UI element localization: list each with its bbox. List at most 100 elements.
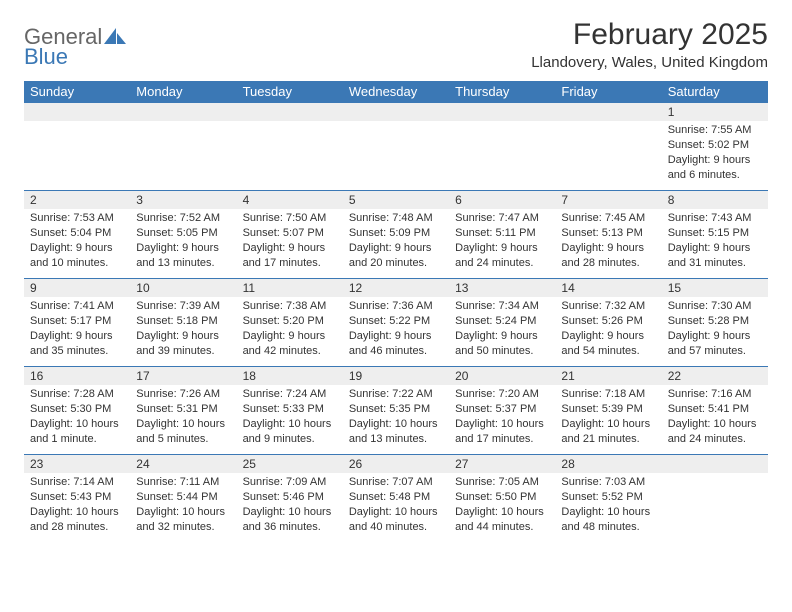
day-line: Sunset: 5:13 PM <box>561 226 655 241</box>
day-line: Sunrise: 7:36 AM <box>349 299 443 314</box>
calendar-day-cell <box>555 103 661 191</box>
calendar-day-cell: 9Sunrise: 7:41 AMSunset: 5:17 PMDaylight… <box>24 279 130 367</box>
day-line: Sunset: 5:24 PM <box>455 314 549 329</box>
day-line: Sunset: 5:26 PM <box>561 314 655 329</box>
day-line: Sunrise: 7:34 AM <box>455 299 549 314</box>
day-number: 15 <box>662 279 768 297</box>
calendar-week-row: 16Sunrise: 7:28 AMSunset: 5:30 PMDayligh… <box>24 367 768 455</box>
calendar-day-cell <box>130 103 236 191</box>
calendar-day-cell: 22Sunrise: 7:16 AMSunset: 5:41 PMDayligh… <box>662 367 768 455</box>
header: General Blue February 2025 Llandovery, W… <box>24 18 768 71</box>
day-number: 21 <box>555 367 661 385</box>
weekday-header: Thursday <box>449 81 555 103</box>
day-line: Daylight: 10 hours and 24 minutes. <box>668 417 762 447</box>
day-line: Sunrise: 7:09 AM <box>243 475 337 490</box>
day-line: Sunset: 5:28 PM <box>668 314 762 329</box>
day-number <box>662 455 768 473</box>
day-line: Sunrise: 7:45 AM <box>561 211 655 226</box>
day-line: Sunset: 5:37 PM <box>455 402 549 417</box>
calendar-day-cell: 11Sunrise: 7:38 AMSunset: 5:20 PMDayligh… <box>237 279 343 367</box>
calendar-day-cell <box>449 103 555 191</box>
weekday-header: Monday <box>130 81 236 103</box>
day-line: Sunrise: 7:38 AM <box>243 299 337 314</box>
day-number: 28 <box>555 455 661 473</box>
day-line: Sunrise: 7:47 AM <box>455 211 549 226</box>
location: Llandovery, Wales, United Kingdom <box>531 54 768 71</box>
day-line: Sunrise: 7:48 AM <box>349 211 443 226</box>
day-body: Sunrise: 7:38 AMSunset: 5:20 PMDaylight:… <box>237 297 343 362</box>
day-line: Sunset: 5:02 PM <box>668 138 762 153</box>
weekday-header: Saturday <box>662 81 768 103</box>
calendar-day-cell: 14Sunrise: 7:32 AMSunset: 5:26 PMDayligh… <box>555 279 661 367</box>
day-line: Daylight: 9 hours and 39 minutes. <box>136 329 230 359</box>
day-body: Sunrise: 7:18 AMSunset: 5:39 PMDaylight:… <box>555 385 661 450</box>
calendar-day-cell: 16Sunrise: 7:28 AMSunset: 5:30 PMDayligh… <box>24 367 130 455</box>
day-body <box>555 121 661 127</box>
day-number: 18 <box>237 367 343 385</box>
day-number: 26 <box>343 455 449 473</box>
day-line: Daylight: 9 hours and 24 minutes. <box>455 241 549 271</box>
day-number: 12 <box>343 279 449 297</box>
day-body: Sunrise: 7:22 AMSunset: 5:35 PMDaylight:… <box>343 385 449 450</box>
day-body: Sunrise: 7:55 AMSunset: 5:02 PMDaylight:… <box>662 121 768 186</box>
day-number <box>555 103 661 121</box>
day-body: Sunrise: 7:32 AMSunset: 5:26 PMDaylight:… <box>555 297 661 362</box>
day-line: Sunset: 5:22 PM <box>349 314 443 329</box>
day-line: Sunset: 5:31 PM <box>136 402 230 417</box>
day-line: Sunrise: 7:53 AM <box>30 211 124 226</box>
day-body: Sunrise: 7:20 AMSunset: 5:37 PMDaylight:… <box>449 385 555 450</box>
day-number: 27 <box>449 455 555 473</box>
day-line: Sunset: 5:04 PM <box>30 226 124 241</box>
day-number: 7 <box>555 191 661 209</box>
day-line: Sunrise: 7:07 AM <box>349 475 443 490</box>
day-line: Sunrise: 7:14 AM <box>30 475 124 490</box>
day-body: Sunrise: 7:39 AMSunset: 5:18 PMDaylight:… <box>130 297 236 362</box>
day-number: 19 <box>343 367 449 385</box>
calendar-day-cell: 6Sunrise: 7:47 AMSunset: 5:11 PMDaylight… <box>449 191 555 279</box>
day-number: 2 <box>24 191 130 209</box>
day-body: Sunrise: 7:41 AMSunset: 5:17 PMDaylight:… <box>24 297 130 362</box>
day-line: Sunrise: 7:11 AM <box>136 475 230 490</box>
day-line: Sunrise: 7:18 AM <box>561 387 655 402</box>
day-body: Sunrise: 7:26 AMSunset: 5:31 PMDaylight:… <box>130 385 236 450</box>
day-line: Daylight: 9 hours and 17 minutes. <box>243 241 337 271</box>
day-line: Sunset: 5:48 PM <box>349 490 443 505</box>
calendar-day-cell: 18Sunrise: 7:24 AMSunset: 5:33 PMDayligh… <box>237 367 343 455</box>
day-body: Sunrise: 7:34 AMSunset: 5:24 PMDaylight:… <box>449 297 555 362</box>
day-line: Sunset: 5:05 PM <box>136 226 230 241</box>
day-number: 3 <box>130 191 236 209</box>
day-number: 9 <box>24 279 130 297</box>
calendar-week-row: 1Sunrise: 7:55 AMSunset: 5:02 PMDaylight… <box>24 103 768 191</box>
day-line: Daylight: 10 hours and 32 minutes. <box>136 505 230 535</box>
calendar-day-cell: 5Sunrise: 7:48 AMSunset: 5:09 PMDaylight… <box>343 191 449 279</box>
calendar-day-cell: 1Sunrise: 7:55 AMSunset: 5:02 PMDaylight… <box>662 103 768 191</box>
calendar-day-cell <box>662 455 768 543</box>
day-number: 13 <box>449 279 555 297</box>
day-body: Sunrise: 7:28 AMSunset: 5:30 PMDaylight:… <box>24 385 130 450</box>
day-number: 20 <box>449 367 555 385</box>
day-line: Sunrise: 7:20 AM <box>455 387 549 402</box>
weekday-header: Tuesday <box>237 81 343 103</box>
day-line: Sunset: 5:15 PM <box>668 226 762 241</box>
day-body: Sunrise: 7:09 AMSunset: 5:46 PMDaylight:… <box>237 473 343 538</box>
day-body: Sunrise: 7:52 AMSunset: 5:05 PMDaylight:… <box>130 209 236 274</box>
day-number <box>237 103 343 121</box>
day-line: Sunset: 5:17 PM <box>30 314 124 329</box>
day-line: Daylight: 10 hours and 1 minute. <box>30 417 124 447</box>
calendar-body: 1Sunrise: 7:55 AMSunset: 5:02 PMDaylight… <box>24 103 768 543</box>
day-line: Sunrise: 7:22 AM <box>349 387 443 402</box>
day-line: Sunrise: 7:32 AM <box>561 299 655 314</box>
day-line: Daylight: 10 hours and 13 minutes. <box>349 417 443 447</box>
day-body <box>130 121 236 127</box>
day-line: Sunrise: 7:43 AM <box>668 211 762 226</box>
day-body: Sunrise: 7:24 AMSunset: 5:33 PMDaylight:… <box>237 385 343 450</box>
day-line: Sunset: 5:43 PM <box>30 490 124 505</box>
day-line: Daylight: 9 hours and 6 minutes. <box>668 153 762 183</box>
calendar-day-cell: 28Sunrise: 7:03 AMSunset: 5:52 PMDayligh… <box>555 455 661 543</box>
day-line: Sunrise: 7:52 AM <box>136 211 230 226</box>
day-number: 23 <box>24 455 130 473</box>
weekday-header: Wednesday <box>343 81 449 103</box>
day-line: Sunrise: 7:30 AM <box>668 299 762 314</box>
day-body: Sunrise: 7:47 AMSunset: 5:11 PMDaylight:… <box>449 209 555 274</box>
day-number: 10 <box>130 279 236 297</box>
